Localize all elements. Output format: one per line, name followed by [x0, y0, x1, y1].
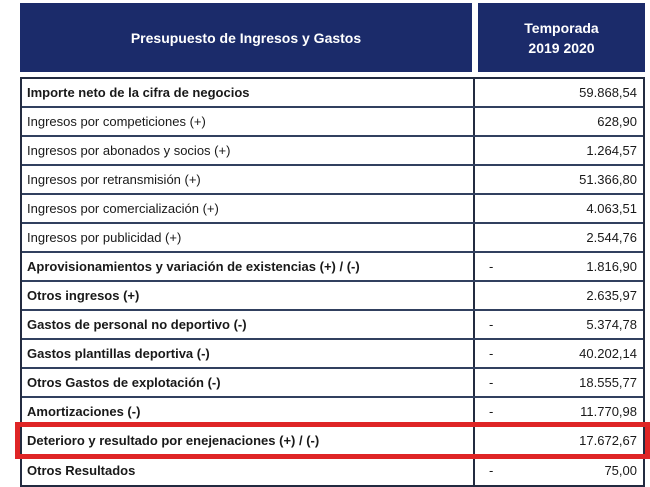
- row-label: Ingresos por comercialización (+): [22, 195, 475, 222]
- row-value-cell: - 40.202,14: [475, 340, 643, 367]
- row-value-cell: 628,90: [475, 108, 643, 135]
- row-label: Gastos plantillas deportiva (-): [22, 340, 475, 367]
- table-row: Otros Resultados - 75,00: [22, 456, 643, 485]
- row-value: 4.063,51: [586, 201, 637, 216]
- row-label: Ingresos por retransmisión (+): [22, 166, 475, 193]
- table-row: Deterioro y resultado por enejenaciones …: [15, 422, 650, 459]
- row-value-cell: 2.635,97: [475, 282, 643, 309]
- row-value: 75,00: [604, 463, 637, 478]
- negative-sign: -: [489, 404, 494, 419]
- row-value-cell: 1.264,57: [475, 137, 643, 164]
- row-label: Aprovisionamientos y variación de existe…: [22, 253, 475, 280]
- table-row: Gastos de personal no deportivo (-) - 5.…: [22, 311, 643, 340]
- row-label: Gastos de personal no deportivo (-): [22, 311, 475, 338]
- row-value: 1.264,57: [586, 143, 637, 158]
- row-value-cell: 51.366,80: [475, 166, 643, 193]
- row-label: Otros ingresos (+): [22, 282, 475, 309]
- row-value: 59.868,54: [579, 85, 637, 100]
- header-budget-cell: Presupuesto de Ingresos y Gastos: [20, 3, 472, 72]
- header-season-cell: Temporada 2019 2020: [478, 3, 645, 72]
- header-column-gap: [472, 3, 478, 72]
- header-season-line1: Temporada: [524, 19, 599, 36]
- row-value: 51.366,80: [579, 172, 637, 187]
- row-label: Ingresos por competiciones (+): [22, 108, 475, 135]
- table-row: Ingresos por comercialización (+) 4.063,…: [22, 195, 643, 224]
- row-label: Otros Resultados: [22, 456, 475, 485]
- row-value-cell: 59.868,54: [475, 79, 643, 106]
- row-value: 2.635,97: [586, 288, 637, 303]
- header-budget-label: Presupuesto de Ingresos y Gastos: [130, 29, 362, 46]
- row-label: Importe neto de la cifra de negocios: [22, 79, 475, 106]
- table-row: Aprovisionamientos y variación de existe…: [22, 253, 643, 282]
- row-value: 40.202,14: [579, 346, 637, 361]
- row-value: 1.816,90: [586, 259, 637, 274]
- row-value-cell: - 18.555,77: [475, 369, 643, 396]
- table-row: Importe neto de la cifra de negocios 59.…: [22, 79, 643, 108]
- row-value-cell: 2.544,76: [475, 224, 643, 251]
- row-label: Amortizaciones (-): [22, 398, 475, 425]
- table-row: Ingresos por publicidad (+) 2.544,76: [22, 224, 643, 253]
- table-row: Otros ingresos (+) 2.635,97: [22, 282, 643, 311]
- row-label: Ingresos por abonados y socios (+): [22, 137, 475, 164]
- negative-sign: -: [489, 259, 494, 274]
- row-value-cell: - 1.816,90: [475, 253, 643, 280]
- row-value: 11.770,98: [580, 404, 637, 419]
- table-row: Otros Gastos de explotación (-) - 18.555…: [22, 369, 643, 398]
- row-value: 17.672,67: [579, 433, 637, 448]
- row-value: 18.555,77: [579, 375, 637, 390]
- table-row: Amortizaciones (-) - 11.770,98: [22, 398, 643, 427]
- row-label: Ingresos por publicidad (+): [22, 224, 475, 251]
- row-value-cell: - 11.770,98: [475, 398, 643, 425]
- table-row: Ingresos por competiciones (+) 628,90: [22, 108, 643, 137]
- row-value-cell: 4.063,51: [475, 195, 643, 222]
- table-row: Ingresos por abonados y socios (+) 1.264…: [22, 137, 643, 166]
- row-label: Deterioro y resultado por enejenaciones …: [22, 427, 475, 454]
- row-label: Otros Gastos de explotación (-): [22, 369, 475, 396]
- row-value-cell: 17.672,67: [475, 427, 643, 454]
- row-value: 628,90: [597, 114, 637, 129]
- row-value-cell: - 5.374,78: [475, 311, 643, 338]
- header-season-line2: 2019 2020: [528, 39, 595, 56]
- negative-sign: -: [489, 463, 494, 478]
- table-header-row: Presupuesto de Ingresos y Gastos Tempora…: [20, 3, 645, 72]
- budget-table: Presupuesto de Ingresos y Gastos Tempora…: [15, 3, 650, 487]
- row-value-cell: - 75,00: [475, 456, 643, 485]
- negative-sign: -: [489, 346, 494, 361]
- table-row: Ingresos por retransmisión (+) 51.366,80: [22, 166, 643, 195]
- table-row: Gastos plantillas deportiva (-) - 40.202…: [22, 340, 643, 369]
- negative-sign: -: [489, 375, 494, 390]
- table-body: Importe neto de la cifra de negocios 59.…: [15, 77, 650, 487]
- row-value: 2.544,76: [586, 230, 637, 245]
- row-value: 5.374,78: [586, 317, 637, 332]
- negative-sign: -: [489, 317, 494, 332]
